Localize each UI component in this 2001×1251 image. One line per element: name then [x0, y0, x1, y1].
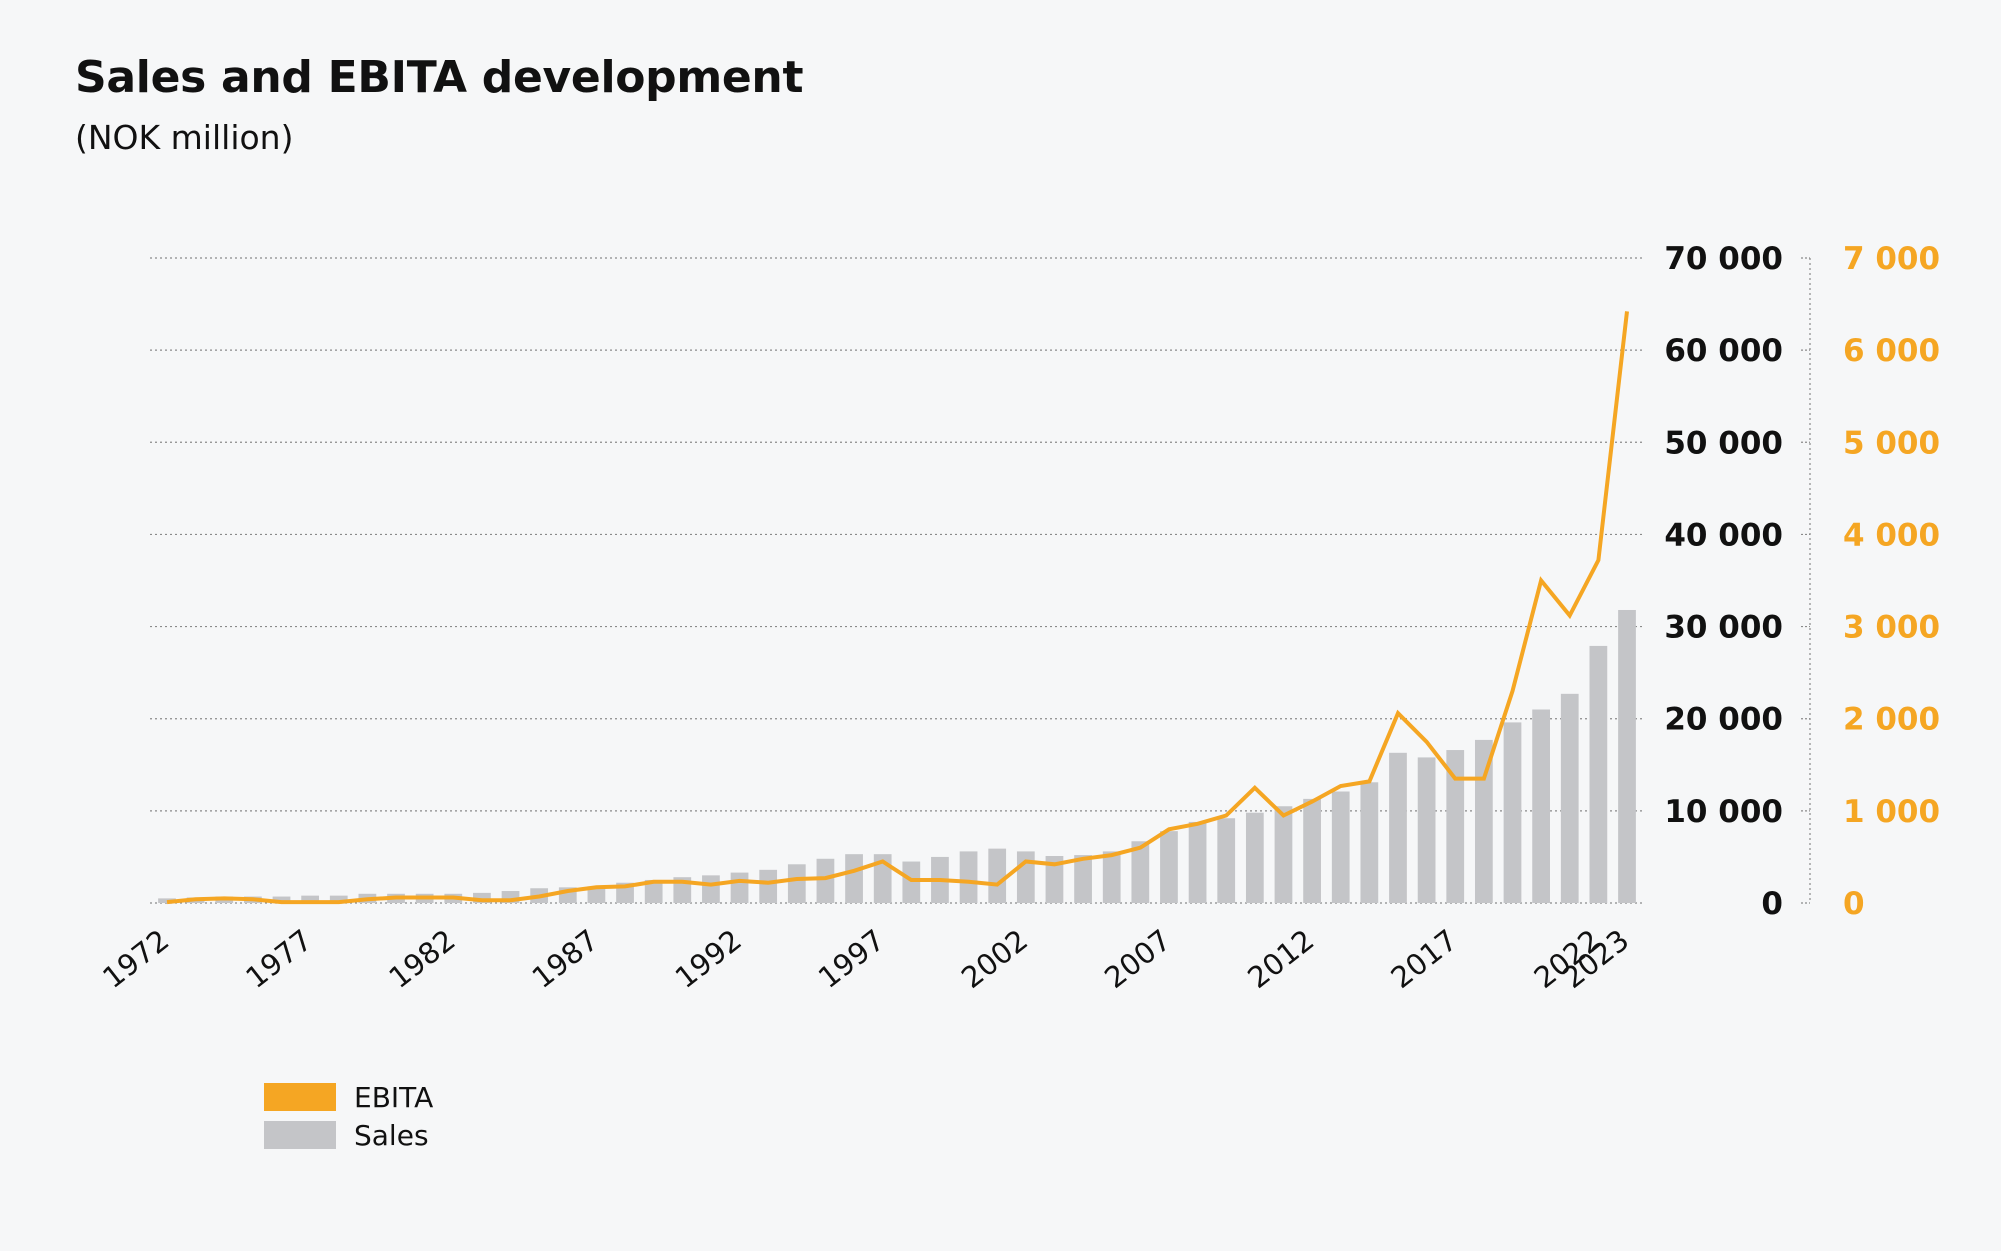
sales-bar [988, 848, 1007, 903]
legend-swatch-ebita [264, 1083, 336, 1111]
sales-bar [816, 858, 835, 903]
sales-bar [1560, 693, 1579, 903]
right-axis-tick-label: 0 [1843, 886, 1865, 922]
sales-bar [845, 854, 863, 903]
sales-bar [1160, 831, 1178, 903]
sales-bar [329, 895, 348, 903]
left-axis-tick-label: 50 000 [1664, 425, 1783, 461]
sales-bar [1618, 609, 1636, 903]
sales-bar [1188, 821, 1207, 903]
left-axis-tick-label: 10 000 [1664, 794, 1783, 830]
sales-bar [501, 891, 520, 903]
sales-bar [1303, 798, 1321, 903]
left-axis-tick-label: 60 000 [1664, 333, 1783, 369]
sales-bar [1131, 841, 1150, 903]
sales-bar [902, 861, 921, 903]
x-axis-tick-label: 1992 [669, 923, 748, 995]
sales-bar [1532, 709, 1550, 903]
x-axis-tick-label: 2002 [955, 923, 1034, 995]
sales-bar [1331, 791, 1350, 903]
x-axis-tick-label: 1987 [526, 923, 605, 995]
left-axis-tick-label: 0 [1761, 886, 1783, 922]
left-axis-tick-label: 70 000 [1664, 241, 1783, 277]
legend-swatch-sales [264, 1121, 336, 1149]
sales-bar [702, 875, 720, 903]
left-axis-tick-label: 30 000 [1664, 610, 1783, 646]
right-axis-tick-label: 6 000 [1843, 333, 1940, 369]
sales-bar [1274, 806, 1293, 903]
sales-bar [1503, 722, 1522, 903]
legend-label-sales: Sales [354, 1118, 429, 1152]
chart-subtitle: (NOK million) [75, 118, 294, 157]
right-axis-tick-label: 3 000 [1843, 610, 1940, 646]
sales-bar [473, 892, 491, 903]
sales-bar [1245, 812, 1264, 903]
x-axis-tick-label: 1977 [239, 923, 318, 995]
legend-label-ebita: EBITA [354, 1080, 434, 1114]
sales-bar [301, 895, 320, 903]
legend-item-sales: Sales [264, 1116, 433, 1154]
sales-bars [158, 609, 1636, 903]
ebita-line-layer [166, 311, 1629, 905]
left-axis-tick-label: 40 000 [1664, 517, 1783, 553]
sales-bar [730, 872, 749, 903]
right-axis: 0 1 000 2 000 3 000 4 000 5 000 6 000 7 000 [1801, 241, 1940, 922]
sales-bar [759, 869, 778, 903]
x-axis-tick-label: 2017 [1384, 923, 1463, 995]
x-axis-tick-label: 2023 [1556, 923, 1635, 995]
chart-title: Sales and EBITA development [75, 52, 804, 103]
sales-bar [787, 864, 806, 903]
sales-bar [1045, 856, 1064, 903]
left-axis: 0 10 000 20 000 30 000 40 000 50 000 60 000 70 … [1664, 241, 1783, 922]
x-axis-tick-label: 1972 [96, 923, 175, 995]
x-axis-tick-label: 1997 [812, 923, 891, 995]
sales-bar [272, 896, 291, 903]
sales-bar [1474, 739, 1493, 903]
right-axis-tick-label: 7 000 [1843, 241, 1940, 277]
sales-bar [1217, 818, 1236, 903]
x-axis: 1972 1977 1982 1987 1992 1997 2002 2007 2012 2017… [96, 923, 1635, 995]
right-axis-tick-label: 1 000 [1843, 794, 1940, 830]
legend-item-ebita: EBITA [264, 1078, 433, 1116]
sales-bar [587, 886, 606, 903]
sales-bar [1016, 851, 1035, 903]
x-axis-tick-label: 1982 [382, 923, 461, 995]
sales-bar [644, 879, 663, 903]
sales-bar [1417, 757, 1436, 903]
sales-bar [1102, 851, 1121, 903]
ebita-line [166, 311, 1629, 905]
sales-bar [1589, 645, 1608, 903]
sales-bar [1074, 855, 1092, 903]
x-axis-tick-label: 2007 [1098, 923, 1177, 995]
sales-bar [959, 851, 978, 903]
legend: EBITA Sales [264, 1078, 433, 1154]
left-axis-tick-label: 20 000 [1664, 702, 1783, 738]
sales-bar [1360, 782, 1379, 903]
sales-bar [1389, 752, 1407, 903]
right-axis-tick-label: 2 000 [1843, 702, 1940, 738]
sales-bar [1446, 750, 1465, 903]
x-axis-tick-label: 2012 [1241, 923, 1320, 995]
right-axis-tick-label: 5 000 [1843, 425, 1940, 461]
right-axis-tick-label: 4 000 [1843, 517, 1940, 553]
